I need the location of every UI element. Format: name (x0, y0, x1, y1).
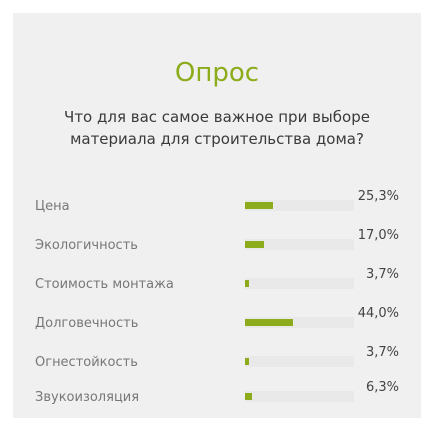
poll-result-track (245, 278, 354, 289)
poll-result-track (245, 200, 354, 211)
poll-result-percent: 3,7% (365, 345, 399, 360)
poll-result-percent: 44,0% (357, 306, 399, 321)
poll-result-bar (245, 319, 293, 326)
poll-widget: Опрос Что для вас самое важное при выбор… (13, 13, 421, 418)
poll-result-row: Цена 25,3% (13, 185, 421, 224)
poll-answer-label: Экологичность (35, 238, 138, 253)
poll-result-percent: 17,0% (357, 228, 399, 243)
poll-answer-label: Стоимость монтажа (35, 277, 174, 292)
poll-result-row: Экологичность 17,0% (13, 224, 421, 263)
poll-result-percent: 6,3% (365, 380, 399, 395)
poll-answer-label: Цена (35, 199, 70, 214)
poll-result-bar (245, 393, 252, 400)
poll-title: Опрос (174, 58, 260, 88)
poll-result-track (245, 356, 354, 367)
poll-result-row: Огнестойкость 3,7% (13, 341, 421, 380)
poll-results: Цена 25,3% Экологичность 17,0% Стоимость… (13, 13, 421, 418)
poll-answer-label: Звукоизоляция (35, 390, 140, 405)
poll-answer-label: Огнестойкость (35, 355, 138, 370)
poll-question: Что для вас самое важное при выборе мате… (64, 108, 370, 148)
poll-result-row: Долговечность 44,0% (13, 302, 421, 341)
poll-result-bar (245, 280, 249, 287)
poll-result-bar (245, 202, 273, 209)
poll-result-bar (245, 358, 249, 365)
poll-result-percent: 25,3% (357, 189, 399, 204)
poll-result-row: Стоимость монтажа 3,7% (13, 263, 421, 302)
poll-result-track (245, 239, 354, 250)
poll-result-bar (245, 241, 264, 248)
poll-answer-label: Долговечность (35, 316, 139, 331)
poll-result-percent: 3,7% (365, 267, 399, 282)
poll-result-track (245, 317, 354, 328)
poll-result-track (245, 391, 354, 402)
poll-result-row: Звукоизоляция 6,3% (13, 376, 421, 415)
